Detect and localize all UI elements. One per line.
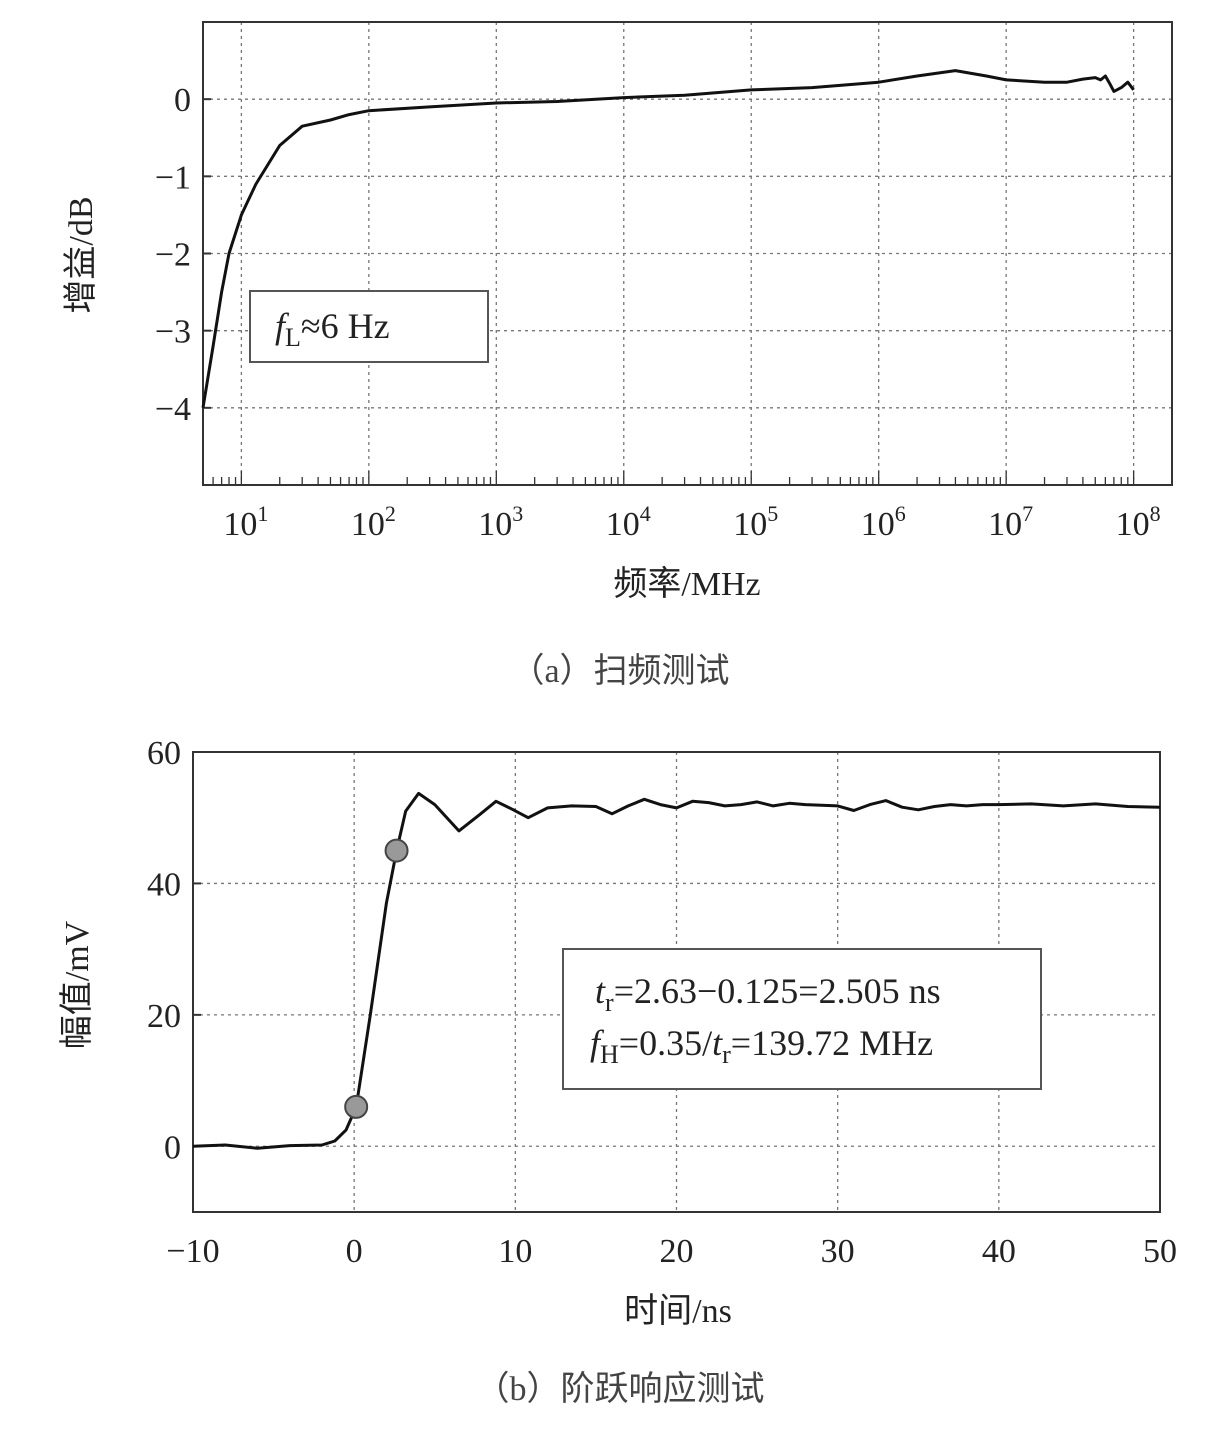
x-tick-label: 108 — [1116, 501, 1161, 543]
annotation-box — [562, 948, 1042, 1090]
y-tick-label: 0 — [174, 82, 191, 119]
y-tick-label: 40 — [147, 866, 181, 903]
x-tick-label: 30 — [821, 1233, 855, 1270]
series-line — [201, 69, 1135, 409]
chart-b-caption: （b）阶跃响应测试 — [476, 1370, 765, 1408]
y-tick-label: −4 — [155, 391, 191, 428]
x-tick-label: −10 — [166, 1233, 219, 1270]
annotation-line-rise-time: tr=2.63−0.125=2.505 ns — [595, 971, 941, 1017]
x-tick-label: 0 — [346, 1233, 363, 1270]
plot-frame — [202, 21, 1173, 486]
chart-b-step-response: −10 0 10 20 30 40 50 0 20 40 60 tr=2.63−0.125=2.505… — [147, 735, 1177, 1270]
marker-point — [344, 1094, 369, 1119]
chart-a-x-axis-label: 频率/MHz — [613, 565, 760, 603]
y-tick-label: −1 — [155, 159, 191, 196]
plot-frame — [192, 751, 1161, 1213]
y-tick-label: −3 — [155, 314, 191, 351]
y-tick-label: −2 — [155, 237, 191, 274]
x-tick-label: 106 — [861, 501, 906, 543]
chart-a-y-axis-label: 增益/dB — [62, 196, 100, 313]
x-tick-label: 10 — [498, 1233, 532, 1270]
y-tick-label: 60 — [147, 735, 181, 772]
x-tick-label: 102 — [351, 501, 396, 543]
chart-b-x-axis-label: 时间/ns — [624, 1293, 732, 1330]
x-tick-label: 105 — [733, 501, 778, 543]
x-tick-label: 20 — [660, 1233, 694, 1270]
x-tick-label: 40 — [982, 1233, 1016, 1270]
series-line — [192, 791, 1161, 1150]
y-tick-label: 0 — [164, 1129, 181, 1166]
annotation-line-bandwidth: fH=0.35/tr=139.72 MHz — [590, 1023, 933, 1069]
marker-point — [384, 838, 409, 863]
x-tick-label: 104 — [606, 501, 651, 543]
chart-b-y-axis-label: 幅值/mV — [58, 920, 96, 1049]
x-tick-label: 107 — [988, 501, 1033, 543]
x-tick-label: 101 — [223, 501, 268, 543]
annotation-box — [249, 290, 489, 363]
chart-a-caption: （a）扫频测试 — [510, 652, 729, 690]
y-tick-label: 20 — [147, 998, 181, 1035]
x-tick-label: 103 — [478, 501, 523, 543]
x-tick-label: 50 — [1143, 1233, 1177, 1270]
